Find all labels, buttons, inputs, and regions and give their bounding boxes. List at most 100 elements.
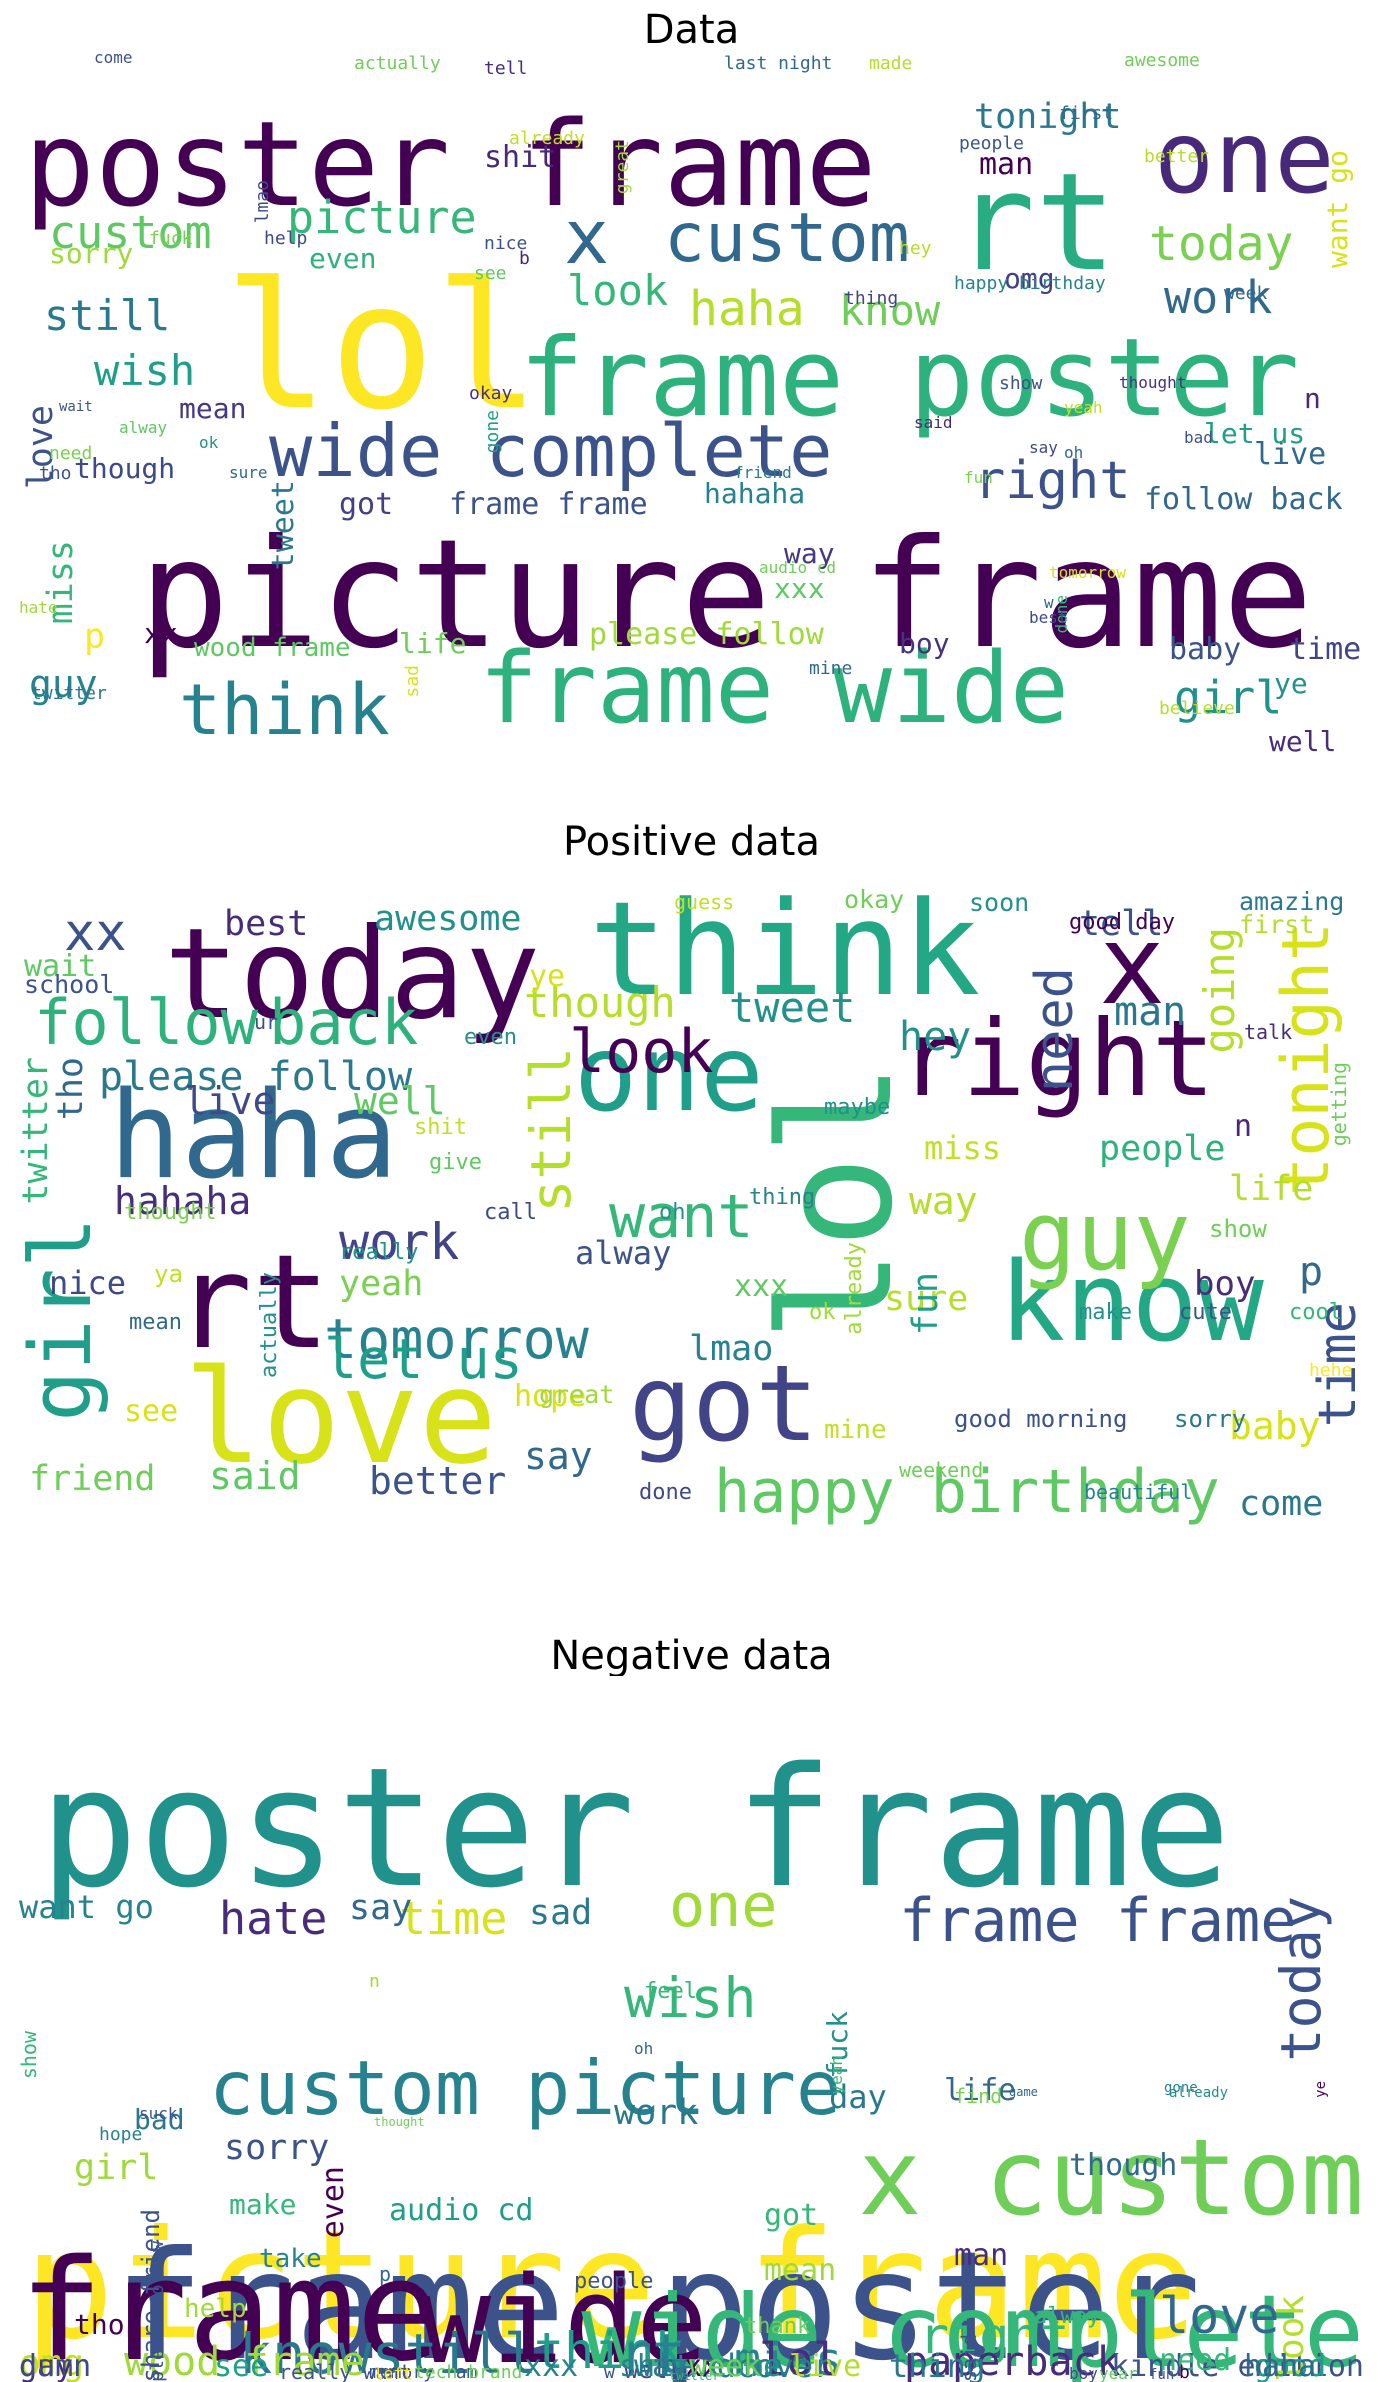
cloud-word: hope	[514, 1379, 587, 1414]
cloud-word: shit	[484, 140, 557, 175]
cloud-word: game	[1009, 2085, 1038, 2099]
cloud-word: b	[1179, 2362, 1190, 2382]
cloud-word: wait	[24, 949, 97, 984]
cloud-word: actually	[354, 53, 441, 74]
cloud-word: already	[842, 1242, 867, 1335]
cloud-word: well	[354, 1079, 446, 1123]
cloud-word: hahaha	[704, 477, 806, 510]
panel-title: Positive data	[562, 819, 820, 865]
cloud-word: still	[44, 291, 171, 340]
cloud-word: great	[539, 1380, 615, 1409]
cloud-word: got	[339, 487, 394, 522]
cloud-word: custom picture	[209, 2044, 842, 2132]
cloud-word: twitter	[19, 1057, 56, 1205]
cloud-word: audio cd	[759, 558, 837, 577]
cloud-word: thing	[749, 1185, 816, 1210]
cloud-word: suck	[139, 2104, 178, 2123]
cloud-word: lmao	[252, 180, 273, 224]
cloud-word: ye	[1313, 2081, 1329, 2098]
cloud-word: guess	[674, 890, 735, 914]
cloud-word: xx	[64, 903, 127, 963]
cloud-word: mean	[179, 392, 247, 425]
cloud-word: yeah	[339, 1264, 424, 1304]
cloud-word: wide complete	[269, 409, 833, 493]
cloud-word: gone	[482, 410, 503, 454]
cloud-word: follow	[34, 986, 258, 1059]
cloud-word: work	[1164, 271, 1273, 324]
cloud-word: amazing	[1239, 887, 1345, 916]
cloud-word: feel	[644, 1979, 697, 2004]
cloud-word: guy	[29, 662, 98, 706]
cloud-word: custom	[664, 199, 910, 278]
cloud-word: tell	[484, 58, 528, 79]
cloud-word: live	[1254, 437, 1327, 472]
cloud-word: boy	[1069, 2364, 1098, 2382]
cloud-word: frame wide	[479, 632, 1070, 746]
cloud-word: p	[1299, 1249, 1324, 1295]
cloud-word: one	[574, 1013, 764, 1135]
cloud-word: bad	[134, 2103, 185, 2136]
cloud-word: done	[639, 1480, 692, 1505]
cloud-word: actually	[257, 1272, 282, 1378]
cloud-word: last night	[724, 53, 833, 74]
cloud-word: oh	[659, 1200, 686, 1225]
cloud-word: damn	[19, 2349, 92, 2382]
cloud-word: hate	[219, 1892, 328, 1945]
cloud-word: yeah	[1064, 398, 1103, 417]
cloud-word: say	[524, 1434, 593, 1478]
cloud-word: twitter	[669, 2369, 720, 2382]
cloud-word: call	[484, 1200, 537, 1225]
cloud-word: mine	[809, 658, 853, 679]
cloud-word: tho	[74, 2308, 125, 2341]
cloud-word: nice	[49, 1264, 127, 1302]
cloud-word: cool	[1289, 1300, 1342, 1325]
cloud-word: take	[259, 2244, 322, 2274]
cloud-word: soon	[969, 888, 1030, 917]
cloud-word: alway	[1034, 2304, 1101, 2329]
cloud-word: xx	[144, 617, 178, 650]
cloud-word: well	[1269, 725, 1337, 756]
cloud-word: really	[339, 1240, 419, 1265]
cloud-word: said	[957, 2333, 981, 2382]
cloud-word: maybe	[824, 1095, 891, 1120]
cloud-word: great	[612, 140, 633, 195]
cloud-word: show	[999, 373, 1043, 394]
cloud-word: hahaha	[114, 1179, 252, 1223]
cloud-word: boy	[899, 627, 950, 660]
cloud-word: hehe	[1309, 1360, 1353, 1381]
cloud-word: hope	[99, 2124, 143, 2145]
cloud-word: oh	[634, 2039, 654, 2058]
cloud-word: n	[1234, 1109, 1253, 1144]
cloud-word: oh	[1064, 443, 1084, 462]
cloud-word: even	[309, 242, 377, 275]
cloud-word: already	[509, 128, 585, 149]
cloud-word: poster frame	[39, 1732, 1232, 1924]
cloud-word: beautiful	[1084, 1480, 1193, 1504]
cloud-word: think	[179, 669, 390, 751]
cloud-word: man	[979, 147, 1034, 182]
cloud-word: good day	[1069, 910, 1175, 935]
cloud-word: audio cd	[389, 2193, 534, 2228]
word-cloud-positive: lol today think haha one right rt love got know gi…	[19, 862, 1364, 1568]
cloud-word: man	[1114, 989, 1187, 1035]
cloud-word: mean	[764, 2253, 837, 2288]
cloud-word: find	[954, 2084, 1003, 2108]
cloud-word: xxx	[734, 1269, 789, 1304]
cloud-word: miss	[924, 1129, 1002, 1167]
cloud-word: though	[524, 978, 676, 1027]
cloud-word: bad	[1184, 428, 1213, 447]
cloud-word: sorry	[224, 2128, 330, 2168]
cloud-word: said	[209, 1454, 301, 1498]
cloud-word: p	[379, 2262, 392, 2286]
cloud-word: already	[1169, 2085, 1229, 2101]
cloud-word: fun	[964, 468, 993, 487]
cloud-word: sad	[402, 665, 423, 698]
cloud-word: awesome	[374, 899, 522, 939]
cloud-word: tell	[1079, 904, 1164, 944]
cloud-word: x custom	[858, 2117, 1364, 2239]
cloud-word: wood frame	[194, 633, 351, 663]
cloud-word: xxx	[524, 2349, 579, 2382]
cloud-word: wish	[624, 1966, 757, 2030]
cloud-word: work	[614, 2093, 699, 2133]
cloud-word: know	[839, 286, 941, 335]
